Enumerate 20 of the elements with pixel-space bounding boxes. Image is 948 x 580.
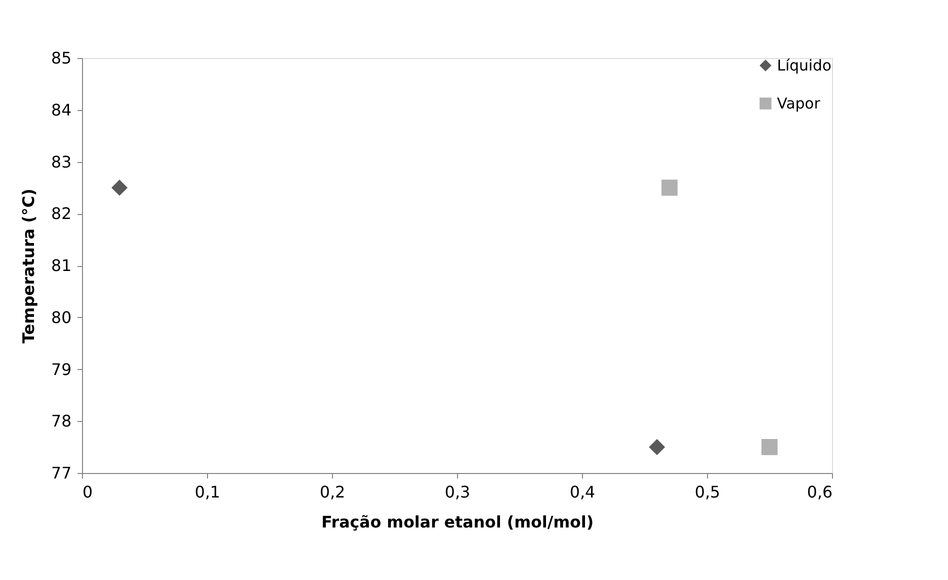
x-tick-label: 0,5 [694, 482, 720, 502]
x-tick-label: 0,2 [320, 482, 346, 502]
y-tick-label: 82 [51, 204, 72, 224]
x-axis-title: Fração molar etanol (mol/mol) [321, 512, 594, 532]
legend-label: Vapor [777, 94, 821, 112]
y-axis-title: Temperatura (°C) [19, 188, 38, 344]
y-tick-label: 77 [51, 464, 72, 482]
x-tick-label: 0,3 [444, 482, 470, 502]
y-tick-label: 81 [51, 256, 72, 275]
y-tick-label: 79 [51, 360, 72, 379]
y-tick-label: 83 [51, 152, 72, 172]
y-tick-label: 85 [51, 48, 72, 68]
x-tick-label: 0,4 [570, 482, 596, 502]
y-tick-label: 84 [51, 100, 72, 120]
y-tick-label: 80 [51, 308, 72, 327]
y-tick-label: 78 [51, 412, 72, 431]
x-tick-label: 0 [82, 482, 93, 502]
legend-label: Líquido [777, 56, 832, 74]
x-tick-label: 0,1 [194, 482, 220, 502]
x-tick-label: 0,6 [807, 482, 832, 502]
